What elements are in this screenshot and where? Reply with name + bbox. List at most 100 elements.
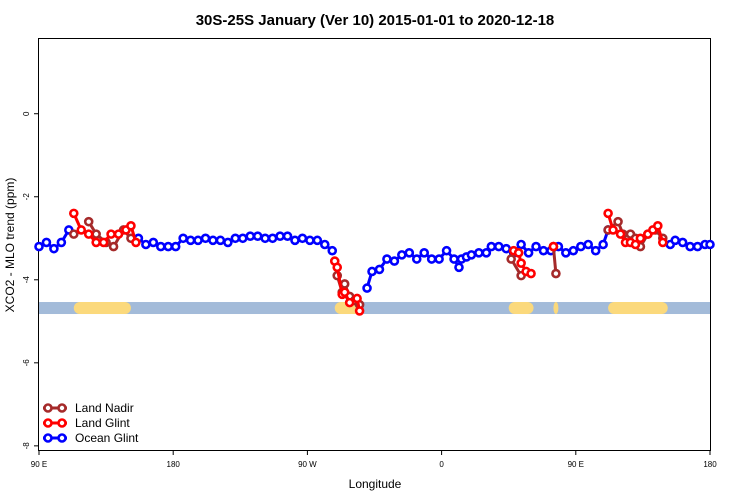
- x-axis: 90 E 180 90 W 0 90 E 180: [31, 450, 717, 469]
- data-point: [339, 287, 350, 298]
- y-tick-label: -2: [22, 193, 31, 201]
- legend-label: Land Nadir: [75, 401, 134, 415]
- data-point: [670, 235, 681, 246]
- data-point: [531, 241, 541, 252]
- data-point: [598, 239, 608, 250]
- data-point: [275, 231, 285, 241]
- data-point: [613, 216, 623, 227]
- data-point: [113, 229, 124, 239]
- data-point: [49, 243, 59, 254]
- legend-item: Land Glint: [43, 416, 130, 430]
- data-point: [131, 237, 141, 248]
- land-segment: [608, 302, 668, 315]
- data-point: [344, 297, 355, 308]
- data-point: [155, 241, 166, 252]
- x-tick-label: 180: [167, 460, 181, 469]
- data-point: [374, 264, 385, 275]
- data-point: [68, 208, 79, 219]
- data-point: [354, 306, 365, 316]
- data-point: [267, 233, 278, 244]
- ocean-band: [39, 302, 710, 315]
- x-tick-label: 90 E: [31, 460, 47, 469]
- series-land-glint: [68, 208, 668, 316]
- data-point: [98, 237, 109, 248]
- data-point: [106, 229, 116, 239]
- x-tick-label: 90 W: [298, 460, 317, 469]
- y-tick-label: 0: [22, 111, 31, 116]
- legend-swatch-marker: [43, 418, 53, 428]
- legend-item: Land Nadir: [43, 401, 134, 415]
- y-tick-label: -8: [22, 442, 31, 450]
- data-point: [677, 237, 688, 248]
- series-land-nadir: [68, 216, 668, 310]
- data-point: [34, 241, 44, 252]
- data-point: [568, 245, 579, 256]
- data-point: [441, 245, 452, 256]
- data-point: [83, 216, 94, 227]
- x-tick-label: 0: [439, 460, 444, 469]
- data-point: [466, 250, 477, 260]
- data-point: [635, 233, 646, 244]
- data-point: [516, 258, 526, 268]
- data-point: [230, 233, 241, 244]
- data-point: [290, 235, 300, 246]
- y-axis-label: XCO2 - MLO trend (ppm): [3, 178, 17, 313]
- data-point: [501, 243, 512, 254]
- x-axis-label: Longitude: [349, 477, 402, 491]
- data-point: [56, 237, 67, 248]
- data-point: [434, 254, 444, 264]
- land-segment: [73, 302, 131, 315]
- land-segment: [508, 302, 534, 315]
- data-point: [538, 245, 549, 256]
- data-point: [297, 233, 308, 244]
- data-point: [305, 235, 315, 246]
- data-point: [223, 237, 233, 248]
- data-point: [449, 254, 459, 264]
- data-point: [245, 231, 256, 241]
- data-point: [148, 237, 159, 248]
- data-point: [506, 254, 516, 264]
- series-ocean-glint: [34, 225, 715, 293]
- data-point: [657, 237, 668, 248]
- data-point: [367, 266, 377, 277]
- data-point: [575, 241, 586, 252]
- y-axis: 0 -2 -4 -6 -8: [22, 111, 39, 449]
- data-point: [178, 233, 188, 244]
- data-point: [163, 241, 174, 252]
- data-point: [208, 235, 218, 246]
- legend-label: Land Glint: [75, 416, 130, 430]
- x-tick-label: 180: [703, 460, 717, 469]
- legend-swatch-marker: [57, 403, 67, 413]
- data-point: [319, 239, 330, 250]
- data-point: [454, 262, 464, 273]
- data-point: [68, 229, 79, 239]
- series-layer: [34, 208, 715, 316]
- data-point: [653, 221, 663, 231]
- legend-swatch-marker: [43, 403, 53, 413]
- data-point: [185, 235, 196, 246]
- data-point: [76, 225, 87, 235]
- data-point: [526, 268, 536, 279]
- data-point: [41, 237, 52, 248]
- data-point: [583, 239, 594, 250]
- data-point: [332, 262, 343, 273]
- data-point: [603, 208, 613, 219]
- data-point: [252, 231, 263, 241]
- data-point: [516, 239, 526, 250]
- legend-label: Ocean Glint: [75, 431, 139, 445]
- data-point: [389, 256, 400, 266]
- legend-item: Ocean Glint: [43, 431, 139, 445]
- data-point: [685, 241, 695, 252]
- data-point: [397, 250, 407, 260]
- data-point: [486, 241, 497, 252]
- land-ocean-band: [39, 302, 710, 315]
- y-tick-label: -6: [22, 359, 31, 367]
- data-point: [615, 229, 626, 239]
- data-point: [493, 241, 504, 252]
- data-point: [481, 248, 492, 258]
- data-point: [561, 248, 571, 258]
- legend-swatch-marker: [57, 418, 67, 428]
- data-point: [419, 248, 430, 258]
- data-point: [193, 235, 203, 246]
